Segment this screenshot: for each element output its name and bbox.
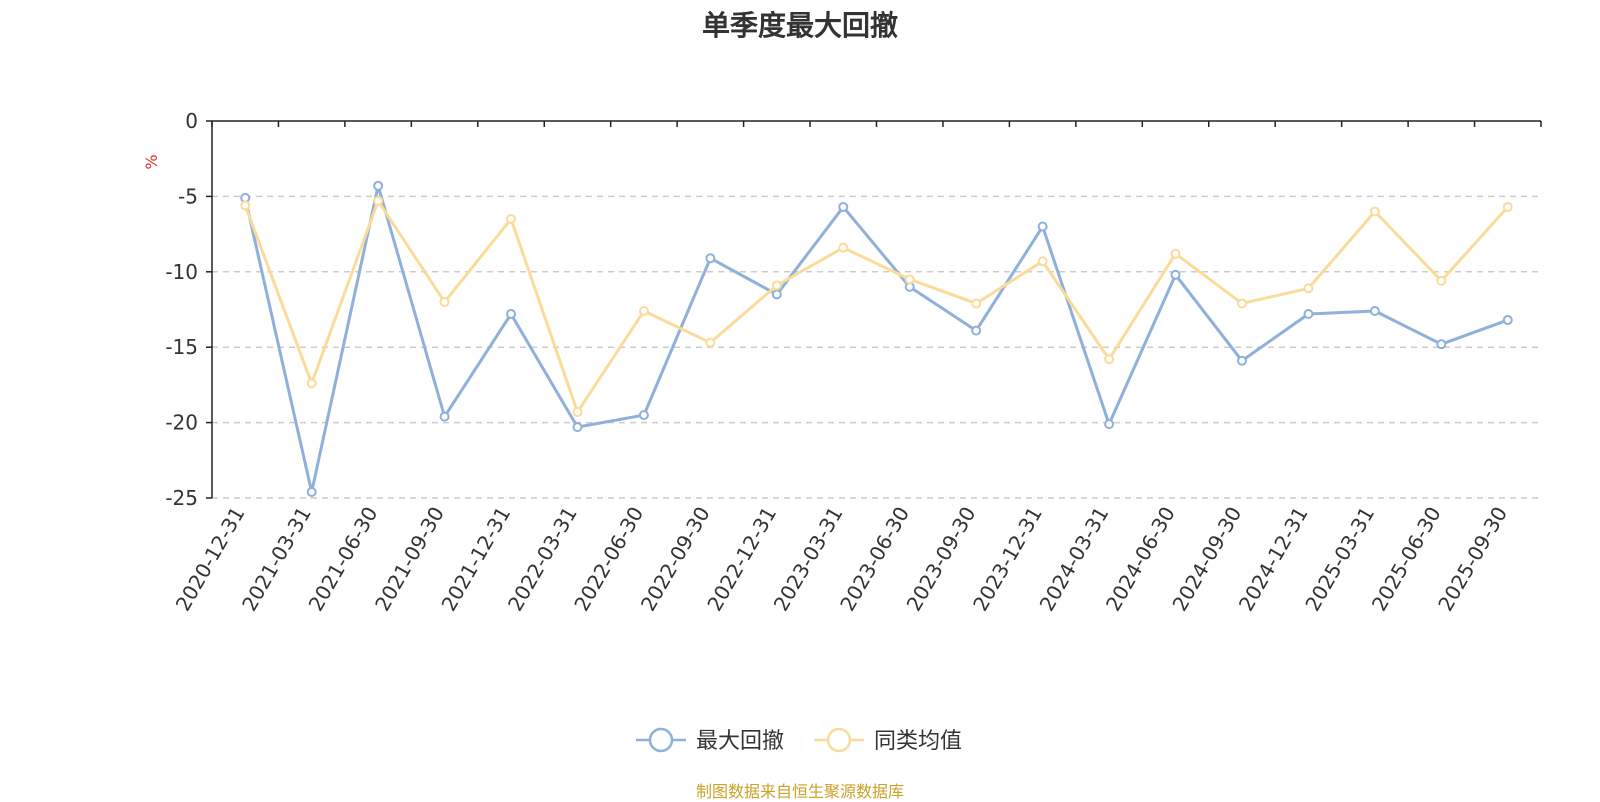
y-tick-labels: 0 -5 -10 -15 -20 -25	[165, 109, 198, 510]
data-point[interactable]	[638, 306, 649, 317]
data-point[interactable]	[1104, 419, 1115, 430]
data-point[interactable]	[506, 214, 517, 225]
x-tick-label: 2021-12-31	[436, 503, 515, 616]
x-tick-label: 2024-06-30	[1101, 503, 1180, 616]
data-point[interactable]	[373, 195, 384, 206]
series-lines	[240, 180, 1513, 497]
data-point[interactable]	[1369, 306, 1380, 317]
x-tick-label: 2024-03-31	[1035, 503, 1114, 616]
data-point[interactable]	[638, 410, 649, 421]
data-point[interactable]	[506, 309, 517, 320]
data-point[interactable]	[439, 411, 450, 422]
x-tick-label: 2022-12-31	[702, 503, 781, 616]
data-point[interactable]	[1236, 298, 1247, 309]
data-point[interactable]	[1436, 339, 1447, 350]
data-point[interactable]	[1502, 315, 1513, 326]
series-line-1	[243, 199, 1509, 414]
y-axis-unit-label: %	[142, 154, 161, 169]
x-tick-label: 2021-09-30	[370, 503, 449, 616]
data-point[interactable]	[838, 242, 849, 253]
data-point[interactable]	[838, 201, 849, 212]
data-point[interactable]	[439, 296, 450, 307]
data-point[interactable]	[240, 200, 251, 211]
data-point[interactable]	[1170, 269, 1181, 280]
chart-title: 单季度最大回撤	[701, 9, 898, 42]
data-point[interactable]	[1104, 354, 1115, 365]
data-point[interactable]	[1236, 355, 1247, 366]
source-note: 制图数据来自恒生聚源数据库	[695, 782, 904, 801]
data-point[interactable]	[1303, 309, 1314, 320]
x-tick-labels: 2020-12-312021-03-312021-06-302021-09-30…	[171, 503, 1512, 616]
legend-item[interactable]: 最大回撤	[636, 727, 784, 754]
data-point[interactable]	[1502, 201, 1513, 212]
data-point[interactable]	[904, 274, 915, 285]
data-point[interactable]	[705, 337, 716, 348]
data-point[interactable]	[971, 325, 982, 336]
x-tick-label: 2023-09-30	[902, 503, 981, 616]
y-tick-label: -20	[165, 411, 198, 435]
x-tick-label: 2024-09-30	[1167, 503, 1246, 616]
legend-marker-icon	[826, 727, 852, 753]
data-point[interactable]	[373, 180, 384, 191]
x-tick-label: 2022-03-31	[503, 503, 582, 616]
y-tick-label: -5	[178, 184, 198, 208]
grid-lines	[212, 195, 1541, 499]
y-tick-label: -25	[165, 486, 198, 510]
data-point[interactable]	[1037, 221, 1048, 232]
axes	[206, 120, 1542, 499]
y-tick-label: 0	[185, 109, 198, 133]
data-point[interactable]	[1303, 283, 1314, 294]
data-point[interactable]	[572, 407, 583, 418]
legend-label: 同类均值	[874, 729, 962, 754]
data-point[interactable]	[306, 378, 317, 389]
data-point[interactable]	[1436, 275, 1447, 286]
x-tick-label: 2021-03-31	[237, 503, 316, 616]
x-tick-label: 2024-12-31	[1234, 503, 1313, 616]
y-tick-label: -15	[165, 335, 198, 359]
x-tick-label: 2020-12-31	[171, 503, 250, 616]
data-point[interactable]	[1369, 206, 1380, 217]
x-tick-label: 2022-06-30	[569, 503, 648, 616]
legend: 最大回撤 同类均值	[636, 727, 962, 754]
x-tick-label: 2025-06-30	[1367, 503, 1446, 616]
legend-item[interactable]: 同类均值	[814, 727, 962, 754]
x-tick-label: 2025-09-30	[1433, 503, 1512, 616]
x-tick-label: 2023-12-31	[968, 503, 1047, 616]
legend-label: 最大回撤	[696, 729, 784, 754]
data-point[interactable]	[771, 289, 782, 300]
data-point[interactable]	[971, 298, 982, 309]
data-point[interactable]	[705, 253, 716, 264]
data-point[interactable]	[572, 422, 583, 433]
series-line-0	[243, 184, 1509, 494]
x-tick-label: 2022-09-30	[636, 503, 715, 616]
data-point[interactable]	[1170, 248, 1181, 259]
data-point[interactable]	[771, 280, 782, 291]
legend-marker-icon	[648, 727, 674, 753]
data-point[interactable]	[1037, 256, 1048, 267]
y-tick-label: -10	[165, 260, 198, 284]
x-tick-label: 2023-03-31	[769, 503, 848, 616]
x-tick-label: 2021-06-30	[304, 503, 383, 616]
x-tick-label: 2023-06-30	[835, 503, 914, 616]
data-point[interactable]	[306, 486, 317, 497]
x-tick-label: 2025-03-31	[1300, 503, 1379, 616]
